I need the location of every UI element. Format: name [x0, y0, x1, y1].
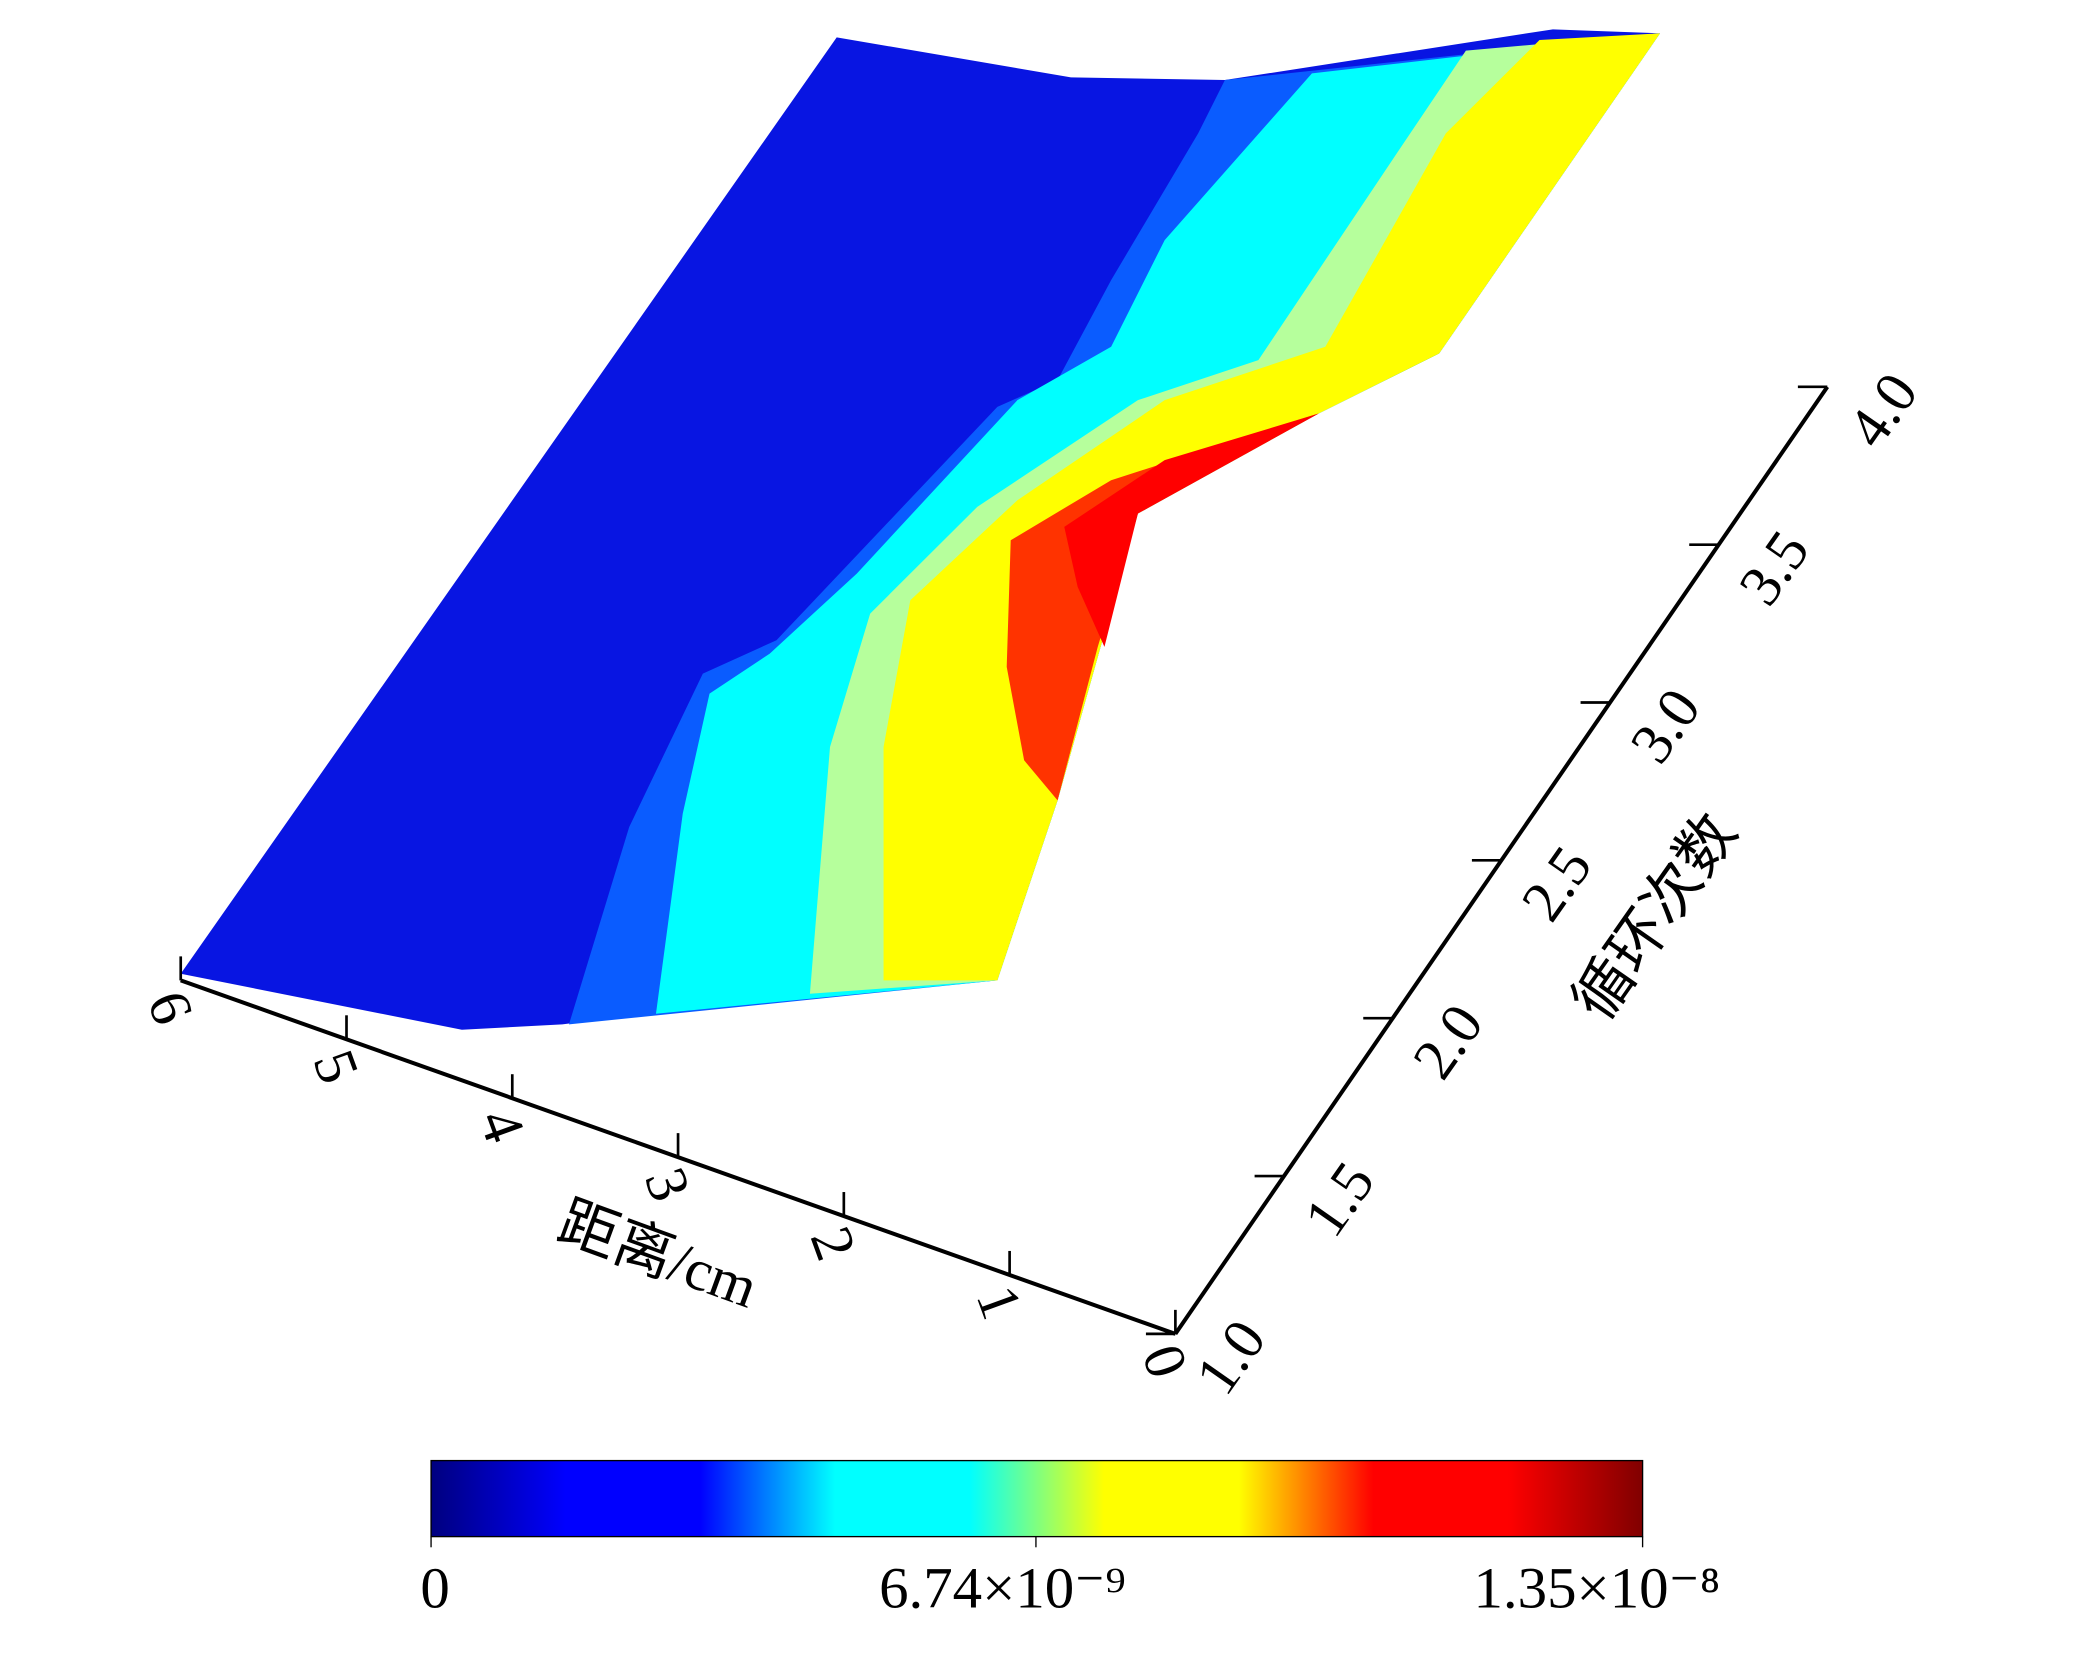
colorbar-tick-label: 0: [420, 1556, 449, 1621]
x-tick-label: 2: [798, 1218, 869, 1268]
y-tick-label: 3.0: [1618, 677, 1714, 774]
x-axis-title: 距离/cm: [550, 1189, 766, 1320]
x-tick-label: 1: [964, 1277, 1035, 1327]
x-tick-label: 6: [135, 983, 206, 1033]
x-tick-label: 3: [632, 1160, 703, 1210]
colorbar: [430, 1459, 1644, 1538]
surface: [180, 29, 1660, 1030]
y-axis-title: 循环次数: [1561, 802, 1749, 1031]
y-tick-label: 1.5: [1292, 1151, 1388, 1248]
y-tick-label: 1.0: [1183, 1308, 1279, 1405]
surface-band: [883, 33, 1660, 981]
colorbar-tick-label: 1.35×10⁻⁸: [1473, 1556, 1720, 1621]
colorbar-tick-label: 6.74×10⁻⁹: [879, 1556, 1126, 1621]
x-tick-label: 5: [300, 1042, 371, 1092]
x-tick-label: 4: [466, 1101, 537, 1151]
y-tick-label: 2.0: [1400, 993, 1496, 1090]
y-tick-label: 2.5: [1509, 835, 1605, 932]
y-tick-label: 4.0: [1835, 361, 1931, 458]
surface-band: [1006, 413, 1319, 801]
surface-band: [1064, 413, 1319, 647]
y-tick-label: 3.5: [1726, 519, 1822, 616]
